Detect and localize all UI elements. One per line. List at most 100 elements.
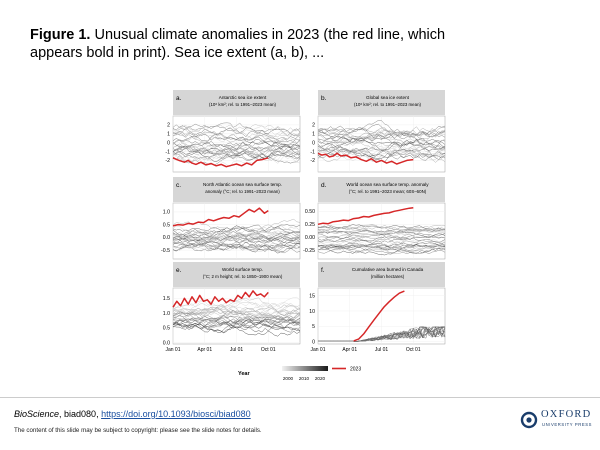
y-tick-label: 1.5 [163, 296, 170, 302]
panel-subtitle: (°C; rel. to 1991–2023 mean; 60S–60N) [349, 189, 427, 194]
historical-year-line [172, 312, 301, 326]
panel-title-strip [173, 262, 300, 287]
doi-link[interactable]: https://doi.org/10.1093/biosci/biad080 [101, 409, 251, 419]
historical-year-line [172, 232, 301, 244]
historical-year-line [317, 128, 446, 146]
panel-b: b. Global sea ice extent (10⁶ km²; rel. to… [310, 90, 446, 173]
historical-year-line [172, 320, 301, 333]
footer-divider [0, 397, 600, 398]
panel-title-strip [318, 177, 445, 202]
panel-title: World ocean sea surface temp. anomaly [346, 182, 429, 187]
y-tick-label: 0.0 [163, 235, 170, 241]
historical-year-line [172, 302, 301, 311]
historical-year-line [317, 145, 446, 161]
x-tick-label: Jul 01 [375, 347, 389, 353]
historical-year-line [172, 315, 301, 324]
historical-year-line [317, 127, 446, 139]
legend: Year 2000 2010 2020 2023 [238, 366, 361, 381]
x-tick-label: Jan 01 [310, 347, 325, 353]
historical-year-line [172, 243, 301, 252]
panel-subtitle: (10⁶ km²; rel. to 1991–2023 mean) [209, 102, 277, 107]
historical-year-line [172, 233, 301, 246]
historical-year-line [317, 241, 446, 247]
y-tick-label: 0.5 [163, 326, 170, 332]
historical-year-line [172, 241, 301, 254]
panel-letter: d. [321, 182, 327, 189]
panel-c: c. North Atlantic ocean sea surface temp.… [161, 177, 301, 260]
y-tick-label: 0 [312, 140, 315, 146]
historical-year-line [172, 125, 301, 137]
panel-d: d. World ocean sea surface temp. anomaly (… [303, 177, 446, 260]
historical-year-line [317, 144, 446, 160]
panel-e: e. World surface temp. (°C; 2 m height; re… [163, 262, 301, 353]
panel-f: f. Cumulative area burned in Canada (milli… [309, 262, 446, 353]
historical-year-line [317, 244, 446, 255]
x-tick-label: Jul 01 [230, 347, 244, 353]
historical-year-line [172, 300, 301, 316]
historical-year-line [172, 228, 301, 241]
y-tick-label: 2 [312, 123, 315, 129]
historical-year-line [317, 141, 446, 152]
series-2023-line [353, 290, 405, 342]
panel-letter: f. [321, 267, 325, 274]
figure-panels: a. Antarctic sea ice extent (10⁶ km²; rel.… [161, 90, 446, 381]
historical-year-line [172, 137, 301, 153]
y-tick-label: 1.0 [163, 311, 170, 317]
panel-title-strip [173, 90, 300, 115]
historical-year-line [317, 238, 446, 244]
historical-year-line [317, 120, 446, 139]
legend-year-label: Year [238, 371, 250, 377]
panel-subtitle: (10⁶ km²; rel. to 1991–2023 mean) [354, 102, 422, 107]
copyright-notice: The content of this slide may be subject… [14, 427, 262, 434]
caption-label: Figure 1. [30, 27, 91, 43]
historical-year-line [317, 247, 446, 254]
historical-year-line [172, 228, 301, 240]
y-tick-label: -1 [310, 149, 315, 155]
panel-title-strip [173, 177, 300, 202]
oup-logo-icon [520, 411, 538, 429]
historical-year-line [172, 147, 301, 162]
historical-year-line [317, 228, 445, 234]
historical-year-line [172, 125, 301, 142]
series-2023-line [317, 206, 414, 226]
historical-year-line [172, 231, 301, 243]
historical-year-line [172, 232, 301, 243]
historical-year-line [172, 304, 301, 318]
y-tick-label: -0.25 [303, 248, 315, 254]
historical-year-line [317, 232, 446, 239]
panel-title: Antarctic sea ice extent [219, 95, 267, 100]
panel-letter: e. [176, 267, 182, 274]
historical-year-line [318, 326, 446, 342]
y-tick-label: 0 [167, 140, 170, 146]
historical-year-line [172, 316, 301, 324]
historical-year-line [172, 225, 301, 239]
historical-year-line [317, 151, 446, 163]
legend-year-gradient [282, 366, 328, 371]
publisher-subtitle: UNIVERSITY PRESS [542, 422, 593, 427]
historical-year-line [317, 128, 446, 139]
historical-year-line [317, 136, 446, 146]
journal-name: BioScience [14, 409, 60, 419]
historical-year-line [317, 242, 446, 249]
y-tick-label: 0.50 [305, 209, 315, 215]
citation: BioScience, biad080, https://doi.org/10.… [14, 409, 251, 419]
series-2023-line [317, 152, 414, 165]
historical-year-line [317, 238, 446, 245]
historical-year-line [317, 133, 446, 150]
publisher-logo[interactable]: OXFORD UNIVERSITY PRESS [520, 408, 592, 432]
panel-title-strip [318, 262, 445, 287]
historical-year-line [172, 235, 301, 245]
y-tick-label: -2 [310, 158, 315, 164]
x-tick-label: Oct 01 [406, 347, 421, 353]
y-tick-label: 10 [309, 309, 315, 315]
historical-year-line [172, 242, 301, 253]
legend-year-tick: 2010 [299, 376, 310, 381]
historical-year-line [172, 140, 301, 152]
y-tick-label: 0 [312, 339, 315, 345]
series-2023-line [172, 290, 269, 308]
historical-year-line [172, 133, 301, 152]
historical-year-line [318, 243, 446, 251]
panel-title: Cumulative area burned in Canada [352, 267, 424, 272]
series-2023-line [172, 157, 269, 168]
y-tick-label: 5 [312, 324, 315, 330]
